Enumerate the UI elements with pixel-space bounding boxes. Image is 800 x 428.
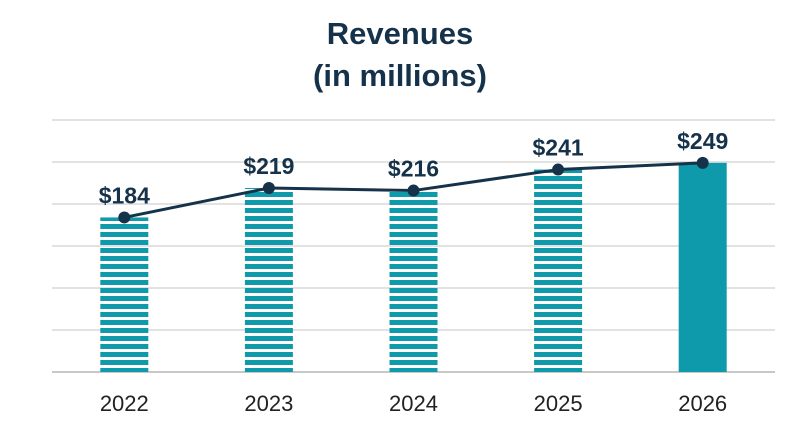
bar-2025: [534, 169, 583, 372]
x-tick-2024: 2024: [389, 391, 438, 416]
data-label-2024: $216: [388, 156, 439, 182]
data-label-2025: $241: [533, 135, 584, 161]
chart-subtitle: (in millions): [313, 58, 487, 93]
bar-2022: [100, 217, 149, 372]
x-tick-2022: 2022: [100, 391, 149, 416]
trend-point-2023: [262, 182, 275, 195]
bar-2026: [678, 162, 727, 372]
x-tick-labels: 2022 2023 2024 2025 2026: [100, 391, 727, 416]
trend-point-2022: [118, 211, 131, 224]
trend-point-2026: [696, 156, 709, 169]
data-labels: $184 $219 $216 $241 $249: [99, 128, 729, 209]
trend-points: [118, 156, 709, 224]
x-tick-2025: 2025: [534, 391, 583, 416]
data-label-2022: $184: [99, 182, 150, 208]
chart-title: Revenues: [327, 16, 473, 51]
x-tick-2023: 2023: [244, 391, 293, 416]
data-label-2026: $249: [677, 128, 728, 154]
bar-2023: [244, 188, 293, 372]
data-label-2023: $219: [243, 153, 294, 179]
trend-point-2025: [552, 163, 565, 176]
x-tick-2026: 2026: [678, 391, 727, 416]
bars: [100, 162, 727, 372]
bar-2024: [389, 190, 438, 372]
trend-point-2024: [407, 184, 420, 197]
